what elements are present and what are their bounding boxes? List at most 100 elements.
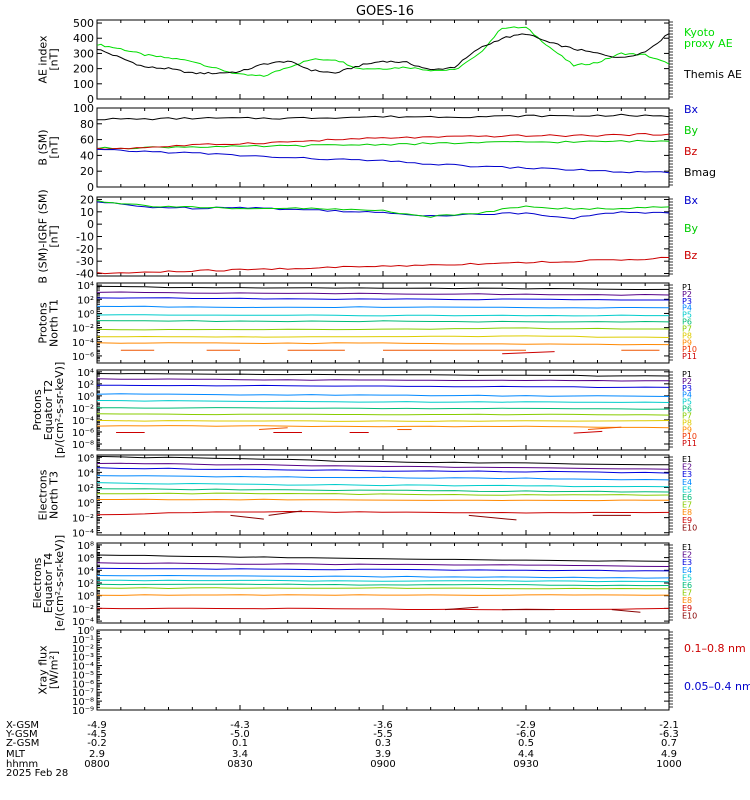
series-e4 [96, 475, 670, 481]
y-tick-label: 10⁻⁸ [72, 697, 94, 708]
y-tick-label: 10 [80, 206, 94, 219]
footer-row-label: X-GSM [6, 720, 39, 731]
legend-label: E6 [682, 493, 692, 502]
legend-label: P6 [682, 318, 692, 327]
y-axis-label: North T3 [48, 471, 61, 519]
y-tick-label: 10⁻⁴ [72, 416, 94, 427]
footer-value: 0800 [84, 759, 109, 770]
y-tick-label: 10⁸ [77, 541, 94, 552]
series-p5 [96, 400, 670, 403]
footer-row-label: Z-GSM [6, 738, 39, 749]
footer-value: -5.5 [373, 729, 393, 740]
legend-label: P10 [682, 432, 697, 441]
y-axis-label: North T1 [48, 299, 61, 347]
legend-label: E4 [682, 478, 692, 487]
y-tick-label: 10⁻¹ [72, 635, 94, 646]
series-themis-ae [96, 33, 670, 75]
legend-label: E8 [682, 596, 692, 605]
y-tick-label: 10⁶ [77, 453, 94, 464]
series-p8 [96, 419, 670, 422]
legend-label: E5 [682, 573, 692, 582]
panel-frame [96, 629, 670, 711]
y-tick-label: 20 [80, 165, 94, 178]
y-tick-label: 20 [80, 193, 94, 206]
footer-value: 3.9 [375, 749, 391, 760]
series-e3 [96, 467, 670, 474]
series-p7 [96, 413, 670, 416]
legend-label: P1 [682, 283, 692, 292]
footer-value: 4.9 [661, 749, 677, 760]
legend-label: P2 [682, 290, 692, 299]
panel-frame [96, 542, 670, 624]
legend-label: P6 [682, 405, 692, 414]
footer-value: -6.3 [659, 729, 679, 740]
y-axis-label: AE index [37, 35, 50, 84]
footer-row-label: hhmm [6, 759, 38, 770]
legend-label: P5 [682, 311, 692, 320]
y-tick-label: 80 [80, 118, 94, 131]
series-p7 [96, 327, 669, 331]
legend-label: E10 [682, 523, 697, 532]
y-tick-label: 10⁻⁴ [72, 662, 94, 673]
y-tick-label: 10² [77, 380, 94, 391]
legend-label: P9 [682, 338, 692, 347]
series-e7 [96, 587, 670, 590]
footer-value: 0.3 [375, 738, 391, 749]
series-e5 [97, 579, 670, 583]
series-e6 [96, 488, 670, 493]
y-axis-label: Electrons [31, 557, 44, 608]
y-axis-label: [p/(cm²-s-sr-keV)] [53, 362, 66, 459]
y-tick-label: -40 [76, 268, 94, 281]
y-tick-label: 0 [87, 93, 94, 106]
legend-label: E9 [682, 516, 692, 525]
sparse-segment [468, 514, 517, 521]
y-tick-label: -20 [76, 243, 94, 256]
sparse-segment [502, 351, 555, 355]
panel-frame [96, 369, 670, 451]
y-axis-label: [nT] [48, 136, 61, 158]
footer-value: 0930 [513, 759, 538, 770]
legend-label: E4 [682, 566, 692, 575]
series-p4 [96, 393, 670, 397]
footer-value: -4.9 [87, 720, 107, 731]
series-by [96, 200, 670, 218]
legend-label: Bmag [684, 166, 716, 179]
series-p6 [97, 407, 670, 410]
legend-label: Bx [684, 194, 699, 207]
series-e8 [96, 594, 670, 596]
series-p2 [96, 378, 669, 382]
series-p2 [96, 291, 670, 296]
series-e1 [96, 554, 670, 562]
series-p9 [96, 342, 670, 346]
legend-label: P7 [682, 411, 692, 420]
y-axis-label: [W/m²] [48, 651, 61, 689]
legend-label: E2 [682, 551, 692, 560]
y-tick-label: 10⁻⁶ [72, 352, 94, 363]
y-tick-label: 10² [77, 295, 94, 306]
series-by [96, 139, 670, 150]
series-e8 [97, 498, 670, 502]
legend-label: P10 [682, 345, 697, 354]
series-p9 [96, 425, 670, 429]
series-kyoto-proxy-ae [96, 26, 670, 77]
footer-value: 0.7 [661, 738, 677, 749]
y-tick-label: 10⁻⁷ [72, 688, 94, 699]
series-e5 [96, 482, 670, 488]
series-e2 [96, 562, 670, 567]
footer-value: 1000 [656, 759, 681, 770]
series-e9 [96, 607, 670, 611]
series-p3 [96, 297, 669, 301]
footer-value: -3.6 [373, 720, 393, 731]
legend-label: E9 [682, 604, 692, 613]
footer-value: 0.1 [232, 738, 248, 749]
y-tick-label: 10⁰ [77, 392, 94, 403]
legend-label: E6 [682, 581, 692, 590]
series-p8 [96, 335, 670, 338]
